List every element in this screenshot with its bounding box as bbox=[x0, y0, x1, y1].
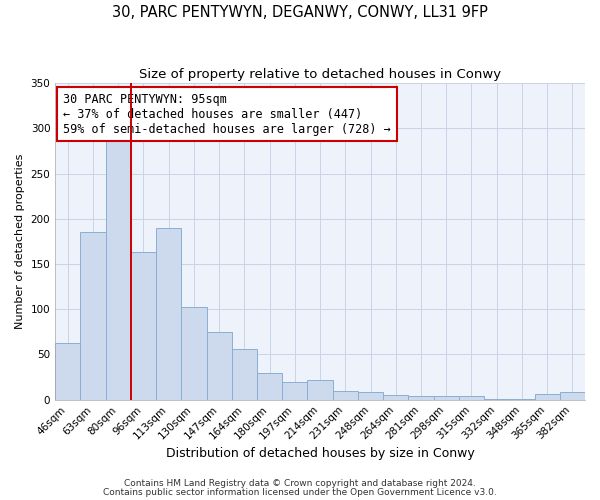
X-axis label: Distribution of detached houses by size in Conwy: Distribution of detached houses by size … bbox=[166, 447, 475, 460]
Bar bbox=[358, 392, 383, 400]
Bar bbox=[106, 134, 131, 400]
Bar bbox=[282, 382, 307, 400]
Y-axis label: Number of detached properties: Number of detached properties bbox=[15, 154, 25, 329]
Text: 30 PARC PENTYWYN: 95sqm
← 37% of detached houses are smaller (447)
59% of semi-d: 30 PARC PENTYWYN: 95sqm ← 37% of detache… bbox=[63, 92, 391, 136]
Bar bbox=[509, 399, 535, 400]
Bar bbox=[535, 394, 560, 400]
Bar bbox=[484, 399, 509, 400]
Bar bbox=[560, 392, 585, 400]
Bar bbox=[459, 396, 484, 400]
Bar bbox=[307, 380, 332, 400]
Text: 30, PARC PENTYWYN, DEGANWY, CONWY, LL31 9FP: 30, PARC PENTYWYN, DEGANWY, CONWY, LL31 … bbox=[112, 5, 488, 20]
Title: Size of property relative to detached houses in Conwy: Size of property relative to detached ho… bbox=[139, 68, 501, 80]
Bar bbox=[131, 252, 156, 400]
Text: Contains HM Land Registry data © Crown copyright and database right 2024.: Contains HM Land Registry data © Crown c… bbox=[124, 479, 476, 488]
Bar bbox=[80, 232, 106, 400]
Bar bbox=[409, 396, 434, 400]
Bar bbox=[55, 342, 80, 400]
Bar bbox=[156, 228, 181, 400]
Bar bbox=[232, 349, 257, 400]
Bar bbox=[434, 396, 459, 400]
Bar bbox=[257, 372, 282, 400]
Bar bbox=[383, 395, 409, 400]
Bar bbox=[181, 306, 206, 400]
Bar bbox=[206, 332, 232, 400]
Bar bbox=[332, 390, 358, 400]
Text: Contains public sector information licensed under the Open Government Licence v3: Contains public sector information licen… bbox=[103, 488, 497, 497]
